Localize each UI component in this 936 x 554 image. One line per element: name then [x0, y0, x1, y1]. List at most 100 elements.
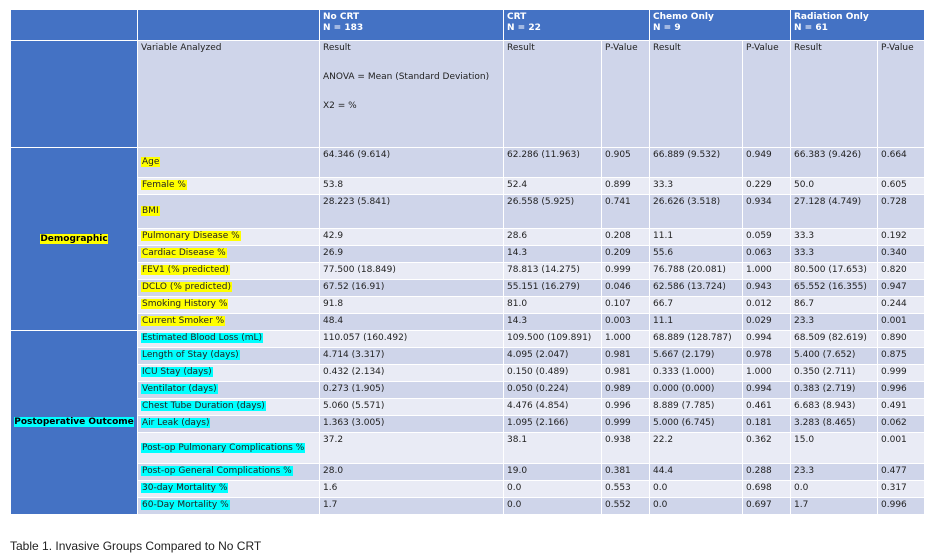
crt-pvalue-cell: 0.905: [601, 147, 650, 178]
radiation-pvalue-cell: 0.996: [877, 497, 925, 515]
variable-name: Ventilator (days): [141, 384, 218, 394]
group-name: Chemo Only: [653, 12, 714, 22]
no-crt-result-cell: 28.0: [319, 463, 504, 481]
variable-name-cell: Post-op General Complications %: [137, 463, 320, 481]
table-row: 30-day Mortality % 1.6 0.0 0.553 0.0 0.698 0.0…: [11, 480, 925, 498]
chemo-result-cell: 11.1: [649, 228, 743, 246]
crt-pvalue-cell: 0.989: [601, 381, 650, 399]
result-header-radiation: Result: [790, 40, 878, 148]
variable-name-cell: ICU Stay (days): [137, 364, 320, 382]
radiation-result-cell: 1.7: [790, 497, 878, 515]
result-header-chemo: Result: [649, 40, 743, 148]
variable-name: FEV1 (% predicted): [141, 265, 230, 275]
radiation-result-cell: 65.552 (16.355): [790, 279, 878, 297]
header-corner: [10, 9, 138, 41]
crt-result-cell: 38.1: [503, 432, 602, 464]
variable-name: ICU Stay (days): [141, 367, 213, 377]
chemo-pvalue-cell: 0.949: [742, 147, 791, 178]
radiation-pvalue-cell: 0.728: [877, 194, 925, 229]
table-row: Air Leak (days) 1.363 (3.005) 1.095 (2.166…: [11, 415, 925, 433]
no-crt-result-cell: 28.223 (5.841): [319, 194, 504, 229]
variable-name: Post-op Pulmonary Complications %: [141, 442, 306, 453]
radiation-result-cell: 23.3: [790, 463, 878, 481]
crt-result-cell: 0.0: [503, 480, 602, 498]
crt-result-cell: 0.0: [503, 497, 602, 515]
pvalue-header-radiation: P-Value: [877, 40, 925, 148]
variable-name: Age: [141, 157, 161, 167]
radiation-pvalue-cell: 0.062: [877, 415, 925, 433]
radiation-result-cell: 27.128 (4.749): [790, 194, 878, 229]
chemo-result-cell: 62.586 (13.724): [649, 279, 743, 297]
chemo-pvalue-cell: 0.994: [742, 381, 791, 399]
table-row: Female % 53.8 52.4 0.899 33.3 0.229 50.0 0.605: [11, 177, 925, 195]
radiation-pvalue-cell: 0.605: [877, 177, 925, 195]
variable-name: Post-op General Complications %: [141, 466, 293, 476]
table-row: 60-Day Mortality % 1.7 0.0 0.552 0.0 0.697 1.7…: [11, 497, 925, 515]
table-row: Post-op Pulmonary Complications % 37.2 38.…: [11, 432, 925, 464]
radiation-result-cell: 66.383 (9.426): [790, 147, 878, 178]
variable-name-cell: Estimated Blood Loss (mL): [137, 330, 320, 348]
variable-name-cell: DCLO (% predicted): [137, 279, 320, 297]
no-crt-result-cell: 77.500 (18.849): [319, 262, 504, 280]
variable-name-cell: BMI: [137, 194, 320, 229]
radiation-pvalue-cell: 0.820: [877, 262, 925, 280]
crt-pvalue-cell: 0.938: [601, 432, 650, 464]
no-crt-result-cell: 67.52 (16.91): [319, 279, 504, 297]
variable-name-cell: Air Leak (days): [137, 415, 320, 433]
radiation-result-cell: 5.400 (7.652): [790, 347, 878, 365]
crt-result-cell: 78.813 (14.275): [503, 262, 602, 280]
group-n: N = 22: [507, 23, 541, 33]
crt-pvalue-cell: 0.999: [601, 262, 650, 280]
chemo-result-cell: 0.333 (1.000): [649, 364, 743, 382]
table-row: FEV1 (% predicted) 77.500 (18.849) 78.813 …: [11, 262, 925, 280]
variable-name-cell: Pulmonary Disease %: [137, 228, 320, 246]
chemo-pvalue-cell: 0.461: [742, 398, 791, 416]
crt-pvalue-cell: 0.981: [601, 347, 650, 365]
chemo-result-cell: 55.6: [649, 245, 743, 263]
subheader-row: Variable Analyzed Result ANOVA = Mean (S…: [10, 40, 925, 148]
variable-name: 30-day Mortality %: [141, 483, 229, 493]
variable-name-cell: Chest Tube Duration (days): [137, 398, 320, 416]
group-name: Radiation Only: [794, 12, 869, 22]
no-crt-result-cell: 48.4: [319, 313, 504, 331]
table-caption: Table 1. Invasive Groups Compared to No …: [10, 539, 262, 553]
chemo-result-cell: 0.0: [649, 497, 743, 515]
chemo-pvalue-cell: 1.000: [742, 262, 791, 280]
variable-name-cell: Length of Stay (days): [137, 347, 320, 365]
chemo-pvalue-cell: 0.978: [742, 347, 791, 365]
group-header-radiation-only: Radiation Only N = 61: [790, 9, 925, 41]
table-row: Ventilator (days) 0.273 (1.905) 0.050 (0.2…: [11, 381, 925, 399]
chemo-result-cell: 11.1: [649, 313, 743, 331]
variable-name: Estimated Blood Loss (mL): [141, 333, 263, 343]
crt-result-cell: 4.476 (4.854): [503, 398, 602, 416]
chemo-result-cell: 0.0: [649, 480, 743, 498]
chemo-pvalue-cell: 0.362: [742, 432, 791, 464]
chemo-result-cell: 68.889 (128.787): [649, 330, 743, 348]
crt-result-cell: 109.500 (109.891): [503, 330, 602, 348]
variable-name: DCLO (% predicted): [141, 282, 232, 292]
table-row: Current Smoker % 48.4 14.3 0.003 11.1 0.029 23…: [11, 313, 925, 331]
group-n: N = 183: [323, 23, 364, 33]
radiation-pvalue-cell: 0.491: [877, 398, 925, 416]
crt-result-cell: 19.0: [503, 463, 602, 481]
radiation-result-cell: 3.283 (8.465): [790, 415, 878, 433]
radiation-result-cell: 68.509 (82.619): [790, 330, 878, 348]
radiation-pvalue-cell: 0.317: [877, 480, 925, 498]
chemo-result-cell: 0.000 (0.000): [649, 381, 743, 399]
no-crt-result-cell: 110.057 (160.492): [319, 330, 504, 348]
no-crt-result-cell: 1.7: [319, 497, 504, 515]
crt-result-cell: 26.558 (5.925): [503, 194, 602, 229]
crt-pvalue-cell: 0.981: [601, 364, 650, 382]
chemo-pvalue-cell: 0.059: [742, 228, 791, 246]
crt-pvalue-cell: 0.046: [601, 279, 650, 297]
radiation-result-cell: 23.3: [790, 313, 878, 331]
variable-name-cell: Post-op Pulmonary Complications %: [137, 432, 320, 464]
table-row: Post-op General Complications % 28.0 19.0 0…: [11, 463, 925, 481]
crt-pvalue-cell: 0.741: [601, 194, 650, 229]
radiation-pvalue-cell: 0.192: [877, 228, 925, 246]
crt-result-cell: 1.095 (2.166): [503, 415, 602, 433]
radiation-pvalue-cell: 0.244: [877, 296, 925, 314]
variable-name-cell: Female %: [137, 177, 320, 195]
radiation-result-cell: 6.683 (8.943): [790, 398, 878, 416]
radiation-pvalue-cell: 0.340: [877, 245, 925, 263]
